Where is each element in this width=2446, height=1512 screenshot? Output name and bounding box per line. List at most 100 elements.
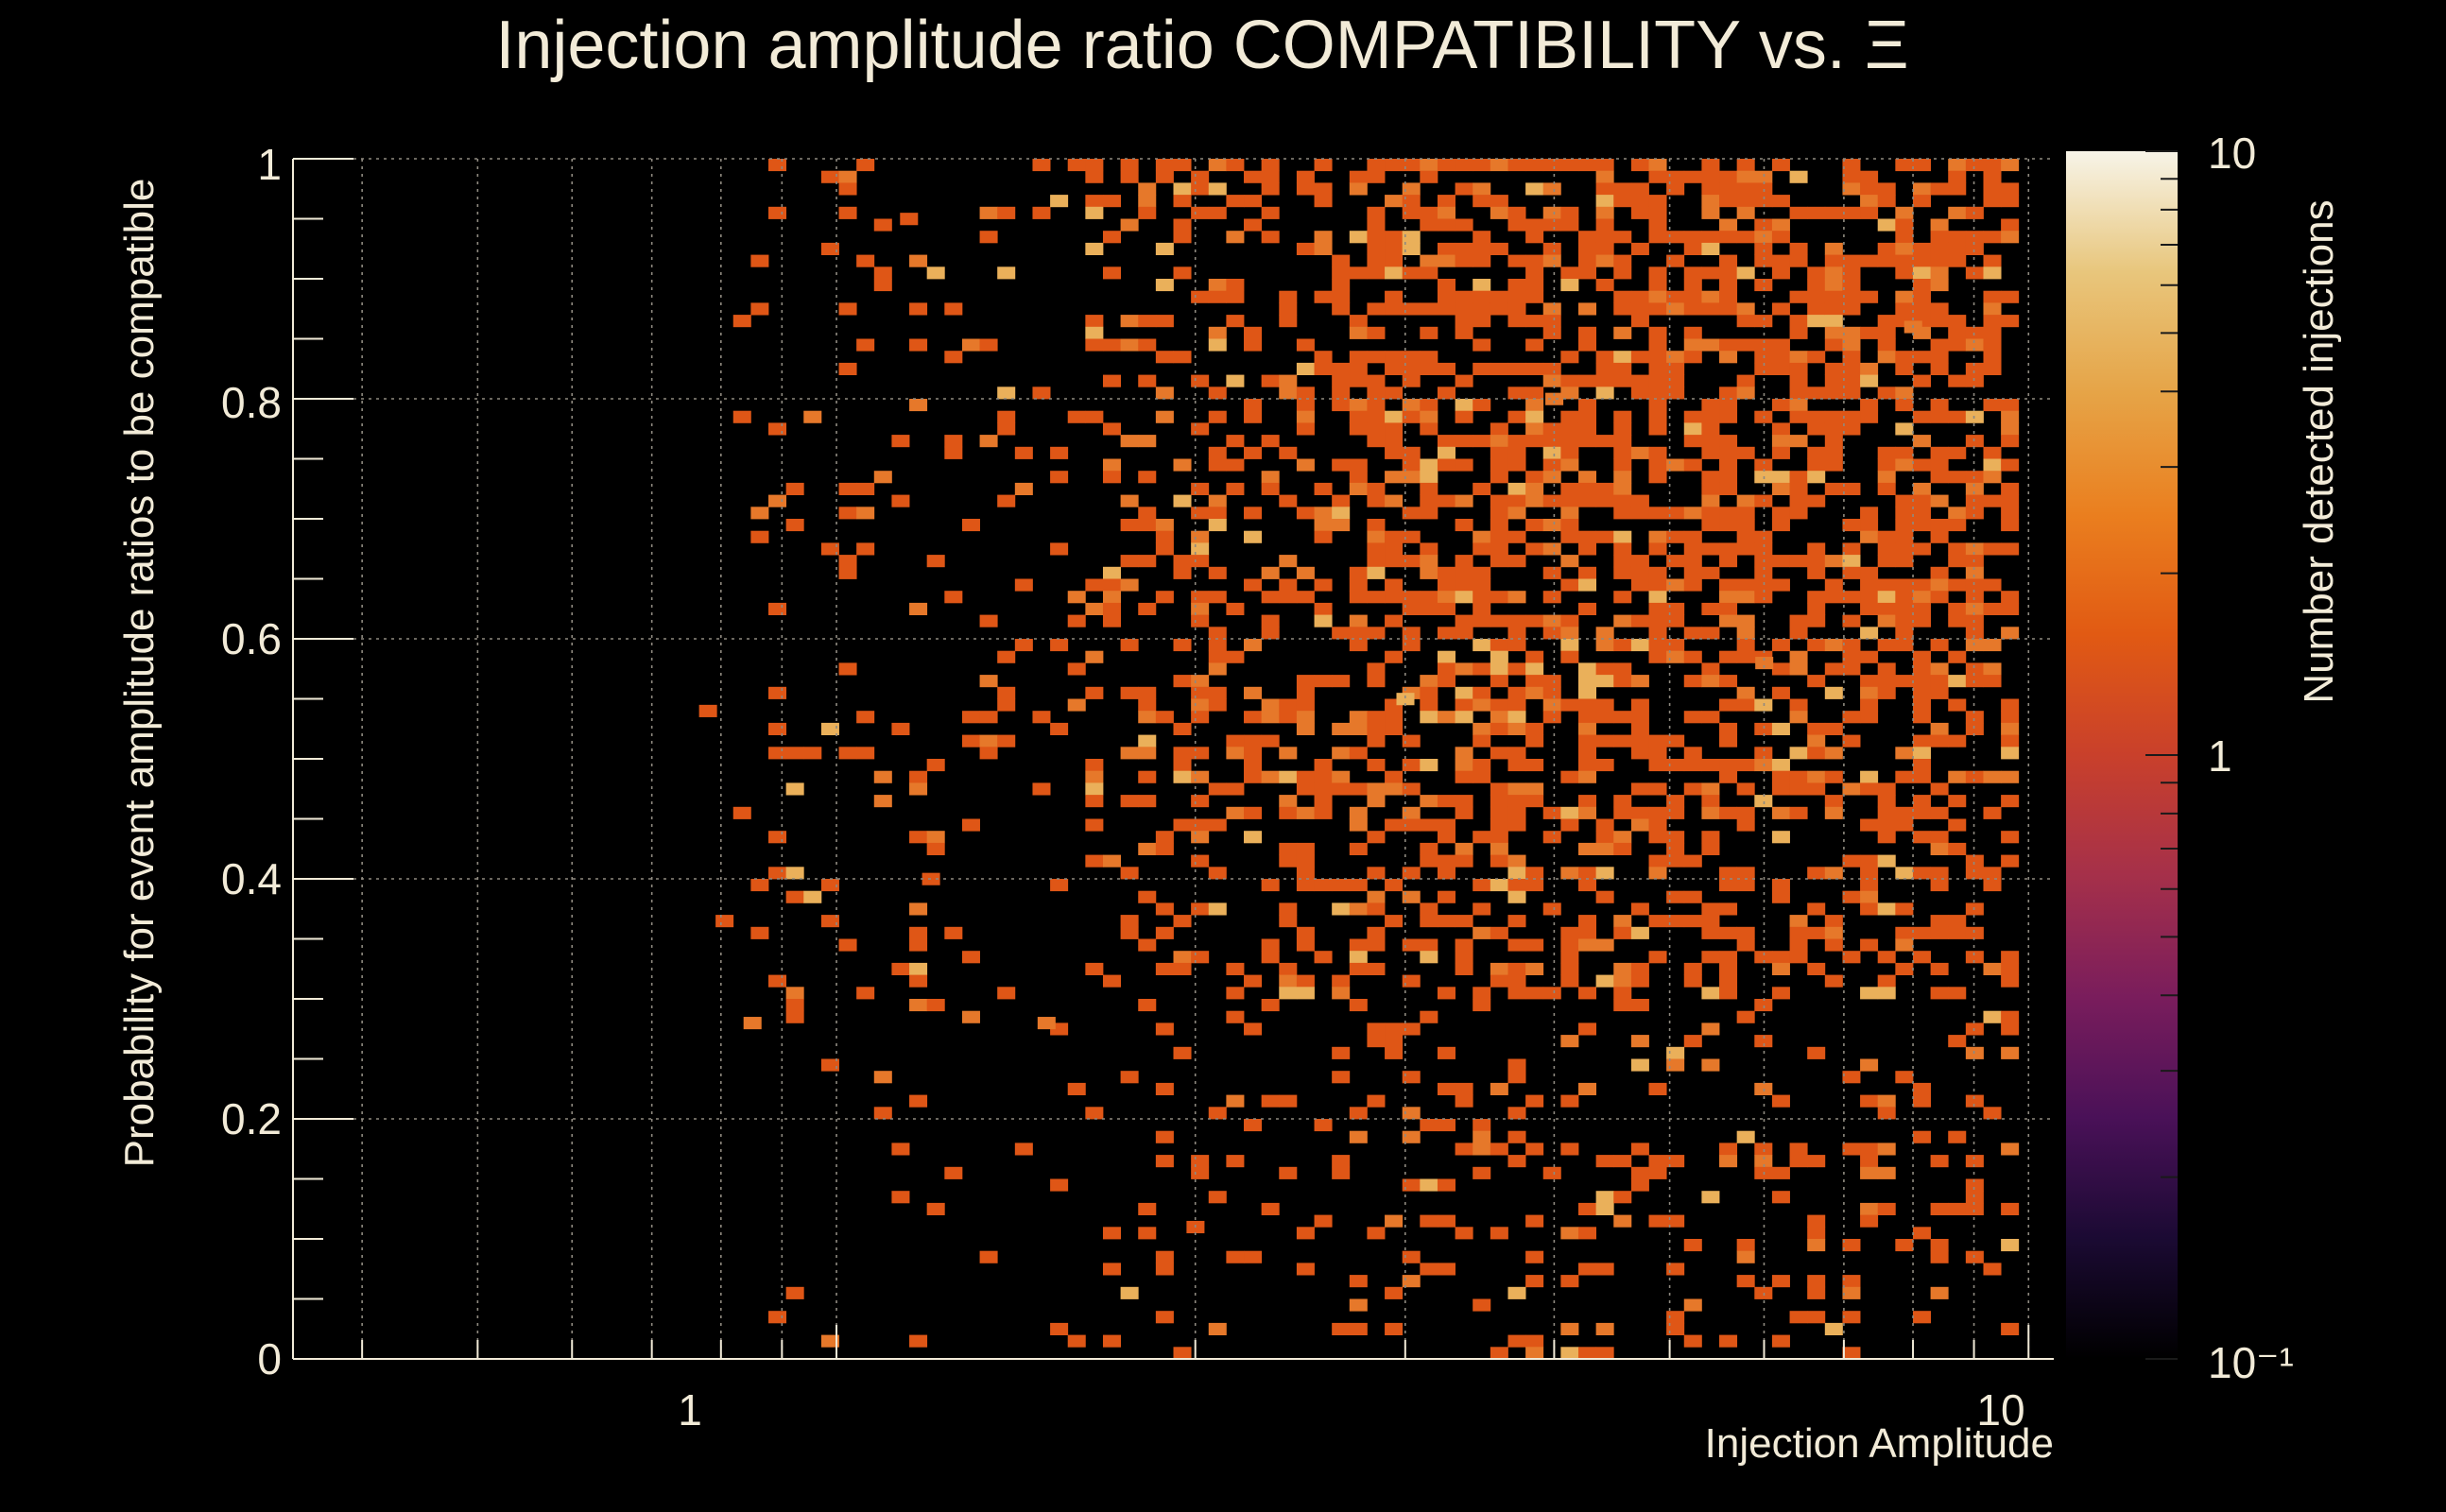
heatmap-cell [1613, 482, 1632, 495]
heatmap-cell [1630, 962, 1649, 975]
heatmap-cell [1490, 206, 1508, 219]
heatmap-cell [1507, 722, 1526, 735]
heatmap-cell [1683, 242, 1702, 255]
heatmap-cell [1948, 159, 1967, 172]
heatmap-cell [1332, 279, 1351, 292]
heatmap-cell [944, 591, 963, 604]
heatmap-cell [1120, 519, 1139, 532]
heatmap-cell [1683, 747, 1702, 760]
heatmap-cell [1490, 458, 1508, 472]
heatmap-cell [1367, 938, 1386, 952]
heatmap-cell [1630, 675, 1649, 688]
heatmap-cell [1877, 182, 1896, 196]
heatmap-cell [1296, 987, 1315, 1000]
heatmap-cell [1577, 494, 1597, 507]
heatmap-cell [2001, 218, 2020, 232]
heatmap-cell [1912, 662, 1931, 676]
heatmap-cell [1895, 387, 1914, 400]
heatmap-cell [732, 315, 751, 328]
heatmap-cell [1930, 1202, 1949, 1215]
heatmap-cell [1138, 734, 1157, 747]
heatmap-cell [1577, 1263, 1597, 1276]
heatmap-cell [1120, 315, 1139, 328]
heatmap-cell [1138, 1202, 1157, 1215]
heatmap-cell [1279, 591, 1298, 604]
heatmap-cell [1525, 399, 1544, 412]
heatmap-cell [1877, 974, 1896, 988]
heatmap-cell [1473, 879, 1491, 892]
heatmap-cell [1771, 987, 1790, 1000]
heatmap-cell [1455, 662, 1473, 676]
heatmap-cell [1648, 206, 1667, 219]
heatmap-cell [1983, 290, 2002, 303]
heatmap-cell [1296, 782, 1315, 796]
heatmap-cell [1719, 218, 1738, 232]
heatmap-cell [1577, 302, 1597, 316]
heatmap-cell [1102, 458, 1122, 472]
heatmap-cell [750, 530, 769, 543]
heatmap-cell [1385, 351, 1404, 364]
heatmap-cell [1314, 1214, 1333, 1228]
heatmap-cell [1877, 818, 1896, 832]
heatmap-cell [1701, 782, 1720, 796]
heatmap-cell [1279, 494, 1298, 507]
heatmap-cell [1754, 722, 1773, 735]
heatmap-cell [1155, 387, 1174, 400]
heatmap-cell [1648, 231, 1667, 244]
heatmap-cell [1754, 242, 1773, 255]
heatmap-cell [1455, 1227, 1473, 1240]
heatmap-cell [1789, 698, 1808, 712]
heatmap-cell [1824, 458, 1843, 472]
heatmap-cell [1771, 890, 1790, 903]
heatmap-cell [1577, 747, 1597, 760]
heatmap-cell [1455, 374, 1473, 387]
heatmap-cell [1948, 842, 1967, 855]
heatmap-cell [1630, 747, 1649, 760]
heatmap-cell [856, 711, 875, 724]
heatmap-cell [1120, 494, 1139, 507]
heatmap-cell [1965, 338, 1984, 352]
heatmap-cell [1332, 1155, 1351, 1168]
heatmap-cell [1226, 290, 1245, 303]
heatmap-cell [1877, 639, 1896, 652]
heatmap-cell [1824, 974, 1843, 988]
heatmap-cell [2001, 1239, 2020, 1252]
heatmap-cell [1789, 614, 1808, 627]
heatmap-cell [1824, 662, 1843, 676]
heatmap-cell [1279, 842, 1298, 855]
heatmap-cell [1208, 650, 1227, 663]
heatmap-cell [1420, 206, 1438, 219]
heatmap-cell [1455, 711, 1473, 724]
heatmap-cell [1455, 302, 1473, 316]
heatmap-cell [1701, 602, 1720, 615]
heatmap-cell [1102, 195, 1122, 208]
heatmap-cell [1648, 747, 1667, 760]
heatmap-cell [997, 266, 1016, 280]
heatmap-cell [1085, 242, 1104, 255]
heatmap-cell [1877, 987, 1896, 1000]
heatmap-cell [1473, 639, 1491, 652]
heatmap-cell [1824, 387, 1843, 400]
heatmap-cell [1120, 338, 1139, 352]
heatmap-cell [1420, 566, 1438, 579]
heatmap-cell [1420, 591, 1438, 604]
heatmap-cell [1754, 578, 1773, 592]
heatmap-cell [1595, 698, 1614, 712]
heatmap-cell [820, 1058, 839, 1072]
heatmap-cell [1895, 519, 1914, 532]
heatmap-cell [1577, 938, 1597, 952]
heatmap-cell [1648, 806, 1667, 819]
heatmap-cell [1473, 1130, 1491, 1143]
heatmap-cell [1860, 206, 1879, 219]
heatmap-cell [1595, 159, 1614, 172]
heatmap-cell [1542, 698, 1561, 712]
heatmap-cell [1314, 530, 1333, 543]
heatmap-cell [1507, 759, 1526, 772]
heatmap-cell [900, 213, 919, 226]
heatmap-cell [1191, 711, 1210, 724]
heatmap-cell [1560, 578, 1579, 592]
heatmap-cell [838, 170, 857, 183]
heatmap-cell [1719, 387, 1738, 400]
heatmap-cell [1948, 182, 1967, 196]
heatmap-cell [1666, 1322, 1685, 1335]
